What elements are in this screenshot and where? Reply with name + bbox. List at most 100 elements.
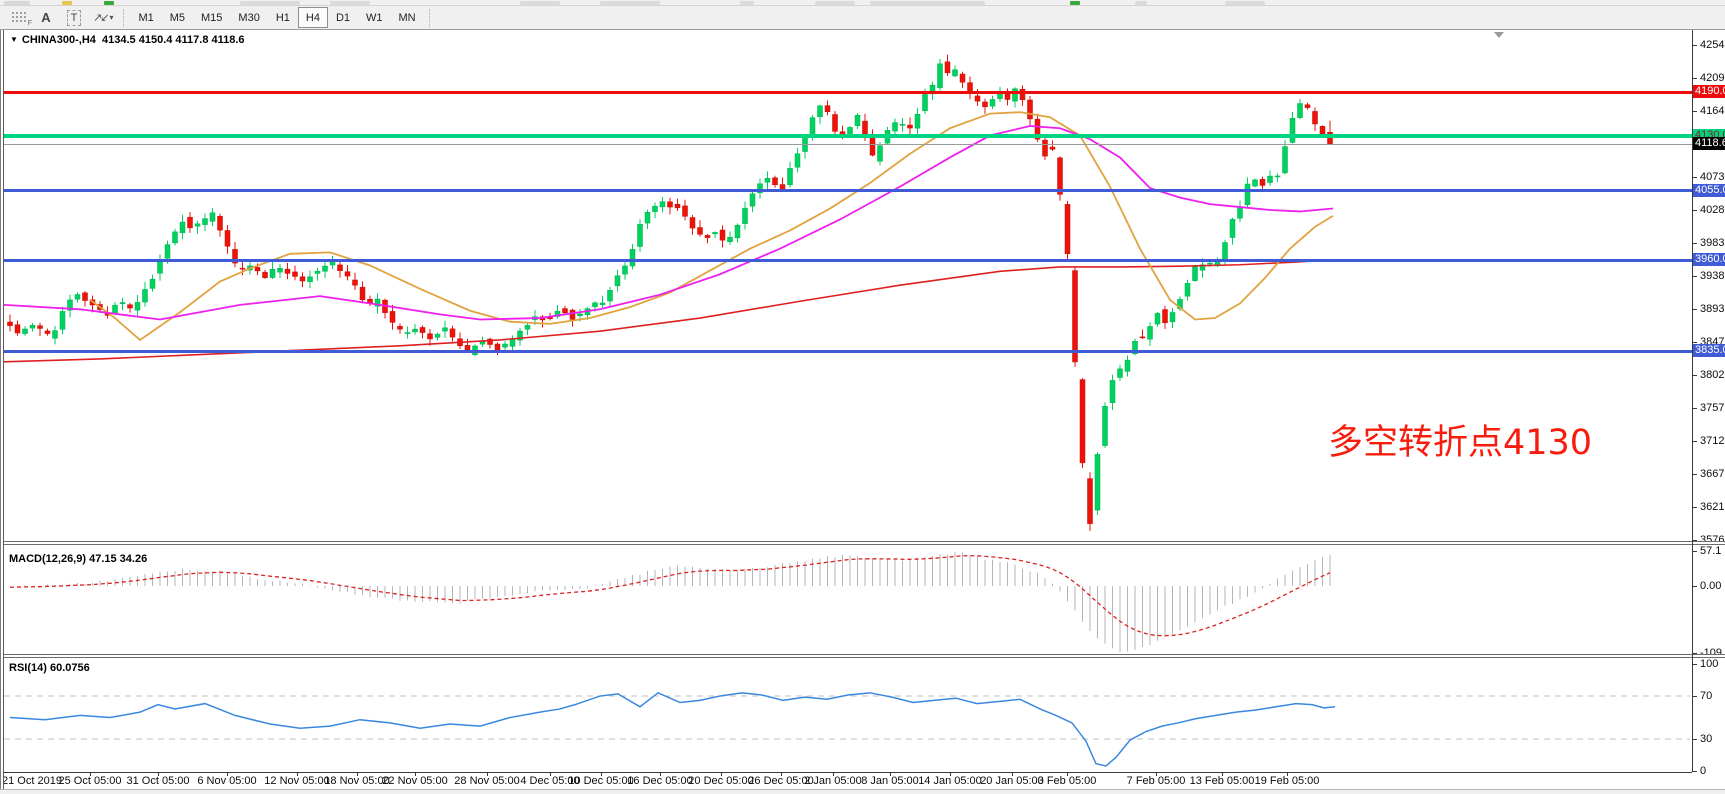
y-axis-tick-label[interactable]: 4254.0 <box>1700 39 1725 51</box>
x-axis-date-label[interactable]: 25 Oct 05:00 <box>58 775 122 787</box>
y-axis-tick-label[interactable]: 3667.0 <box>1700 467 1725 480</box>
x-axis-date-label[interactable]: 22 Nov 05:00 <box>382 775 448 787</box>
x-axis-date-label[interactable]: 13 Feb 05:00 <box>1189 775 1255 787</box>
timeframe-mn-button[interactable]: MN <box>398 11 416 24</box>
clipped-toolbar-icon[interactable] <box>330 1 370 5</box>
timeframe-m30-button[interactable]: M30 <box>238 11 260 24</box>
arrow-tool-icon[interactable]: A <box>41 10 51 25</box>
bear-candle <box>187 216 193 229</box>
y-axis-tick-label[interactable]: 3983.0 <box>1700 236 1725 249</box>
x-axis-date-label[interactable]: 7 Feb 05:00 <box>1126 775 1186 787</box>
clipped-toolbar-icon[interactable] <box>1070 1 1080 5</box>
clipped-toolbar-icon[interactable] <box>1225 1 1265 5</box>
bear-candle <box>224 230 231 247</box>
symbol-period: CHINA300-,H4 <box>21 34 96 46</box>
timeframe-m15-button[interactable]: M15 <box>201 11 223 24</box>
y-axis-tick-label[interactable]: 3757.0 <box>1700 401 1725 414</box>
bear-candle <box>344 271 351 277</box>
horizontal-level-line[interactable] <box>4 90 1692 94</box>
rsi-axis-tick-label[interactable]: 100 <box>1700 657 1719 670</box>
x-axis-date-label[interactable]: 8 Jan 05:00 <box>861 775 919 787</box>
level-price-badge: 3835.0 <box>1693 344 1725 358</box>
diagonal-arrows-icon: ↗↙ <box>93 12 110 24</box>
x-axis-date-label[interactable]: 20 Jan 05:00 <box>980 775 1044 787</box>
bid-price-badge: 4118.6 <box>1693 137 1725 151</box>
x-axis-date-label[interactable]: 18 Nov 05:00 <box>324 775 390 787</box>
clipped-toolbar-icon[interactable] <box>520 1 560 5</box>
bull-candle <box>1207 262 1213 265</box>
main-price-plot[interactable] <box>0 31 1692 542</box>
y-axis-tick-label[interactable]: 3938.0 <box>1700 269 1725 282</box>
clipped-toolbar-icon[interactable] <box>104 1 114 5</box>
x-axis-date-label[interactable]: 28 Nov 05:00 <box>454 775 520 787</box>
clipped-toolbar-icon[interactable] <box>740 1 754 5</box>
horizontal-level-line[interactable] <box>4 258 1692 262</box>
text-tool-icon[interactable]: T <box>61 8 87 27</box>
chevron-down-icon: ▾ <box>109 13 114 22</box>
bull-candle <box>1094 454 1101 511</box>
rsi-plot[interactable] <box>0 658 1692 772</box>
bull-candle <box>374 298 381 307</box>
rsi-axis-tick-label[interactable]: 70 <box>1700 690 1713 703</box>
timeframe-h1-button[interactable]: H1 <box>275 11 290 24</box>
horizontal-level-line[interactable] <box>4 133 1692 138</box>
panel-separator[interactable] <box>0 541 1725 545</box>
x-axis-tick <box>1012 772 1013 776</box>
y-axis-tick-label[interactable]: 4073.0 <box>1700 171 1725 184</box>
y-axis-tick-label[interactable]: 3621.0 <box>1700 501 1725 514</box>
x-axis-date-label[interactable]: 4 Dec 05:00 <box>520 775 580 787</box>
y-axis-tick-label[interactable]: 4209.0 <box>1700 71 1725 84</box>
clipped-toolbar-icon[interactable] <box>62 1 72 5</box>
panel-separator[interactable] <box>0 654 1725 658</box>
clipped-toolbar-icon[interactable] <box>870 1 985 5</box>
rsi-axis-tick-label[interactable]: 0 <box>1700 765 1707 778</box>
bull-candle <box>1289 117 1296 143</box>
macd-axis-tick-label[interactable]: 57.1 <box>1700 545 1722 558</box>
clipped-toolbar-icon[interactable] <box>815 1 855 5</box>
macd-plot[interactable] <box>0 547 1692 654</box>
x-axis-date-label[interactable]: 21 Oct 2019 <box>2 775 62 787</box>
timeframe-d1-button[interactable]: D1 <box>335 11 351 24</box>
rsi-axis-tick <box>1692 663 1697 665</box>
shapes-tool-icon[interactable]: ↗↙ ▾ <box>89 8 117 27</box>
x-axis-date-label[interactable]: 2 Jan 05:00 <box>804 775 862 787</box>
x-axis-date-label[interactable]: 31 Oct 05:00 <box>126 775 190 787</box>
clipped-toolbar-icon[interactable] <box>600 1 660 5</box>
bull-candle <box>787 168 793 186</box>
horizontal-level-line[interactable] <box>4 189 1692 193</box>
x-axis-tick <box>297 772 298 776</box>
rsi-axis-tick-label[interactable]: 30 <box>1700 733 1713 746</box>
clipped-toolbar-icon[interactable] <box>1135 1 1147 5</box>
y-axis-tick-label[interactable]: 3802.0 <box>1700 369 1725 381</box>
timeframe-w1-button[interactable]: W1 <box>366 11 383 24</box>
timeframe-h4-button[interactable]: H4 <box>297 7 328 28</box>
x-axis-date-label[interactable]: 6 Nov 05:00 <box>197 775 257 787</box>
macd-axis-tick <box>1692 653 1697 654</box>
x-axis-date-label[interactable]: 12 Nov 05:00 <box>264 775 330 787</box>
bull-candle <box>269 269 276 278</box>
x-axis-date-label[interactable]: 14 Jan 05:00 <box>918 775 982 787</box>
bull-candle <box>1222 242 1228 260</box>
clipped-toolbar-icon[interactable] <box>4 1 30 5</box>
timeframe-m1-button[interactable]: M1 <box>138 11 154 24</box>
clipped-toolbar-icon[interactable] <box>240 1 300 5</box>
x-axis-date-label[interactable]: 19 Feb 05:00 <box>1254 775 1320 787</box>
y-axis-tick-label[interactable]: 3893.0 <box>1700 302 1725 315</box>
x-axis-date-label[interactable]: 16 Dec 05:00 <box>627 775 693 787</box>
x-axis-date-label[interactable]: 3 Feb 05:00 <box>1037 775 1097 787</box>
x-axis-date-label[interactable]: 20 Dec 05:00 <box>688 775 754 787</box>
y-axis-tick-label[interactable]: 3712.0 <box>1700 434 1725 447</box>
x-axis-date-label[interactable]: 26 Dec 05:00 <box>748 775 814 787</box>
bear-candle <box>217 215 223 231</box>
macd-axis-tick-label[interactable]: 0.00 <box>1700 580 1722 592</box>
timeframe-m5-button[interactable]: M5 <box>169 11 186 24</box>
horizontal-level-line[interactable] <box>4 349 1692 353</box>
bid-price-line[interactable] <box>4 143 1692 145</box>
x-axis-date-label[interactable]: 10 Dec 05:00 <box>568 775 634 787</box>
y-axis-tick-label[interactable]: 4028.0 <box>1700 204 1725 216</box>
x-axis-tick <box>601 772 602 776</box>
bear-candle <box>1259 179 1266 186</box>
y-axis-tick-label[interactable]: 4164.0 <box>1700 104 1725 117</box>
collapse-triangle-icon[interactable]: ▼ <box>10 35 18 44</box>
indicator-grid-icon[interactable]: F <box>1 8 32 27</box>
